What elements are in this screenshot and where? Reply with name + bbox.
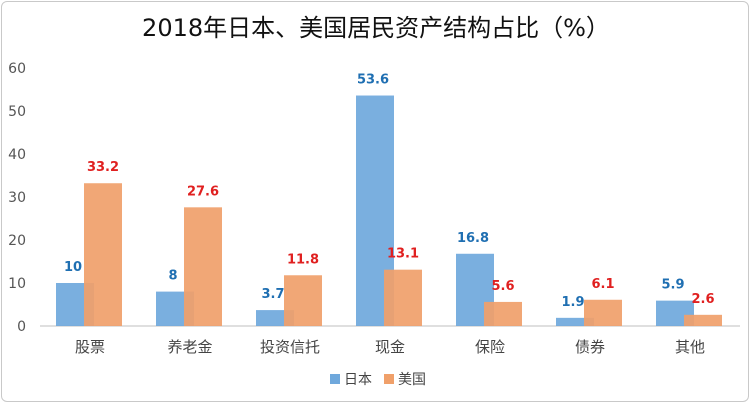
y-tick-label: 0 — [17, 319, 26, 335]
data-label-usa: 2.6 — [691, 292, 714, 307]
y-tick-label: 30 — [8, 190, 26, 206]
category-label: 股票 — [75, 338, 105, 356]
legend-label-usa: 美国 — [398, 372, 426, 388]
y-tick-label: 60 — [8, 61, 26, 77]
data-label-usa: 5.6 — [491, 279, 514, 294]
legend-label-japan: 日本 — [344, 372, 372, 388]
data-label-usa: 33.2 — [87, 160, 119, 175]
bar-usa — [684, 314, 722, 326]
bars — [56, 95, 722, 327]
data-label-japan: 10 — [64, 260, 82, 275]
data-label-usa: 6.1 — [591, 277, 614, 292]
data-label-usa: 11.8 — [287, 252, 319, 267]
y-tick-label: 40 — [8, 147, 26, 163]
category-label: 养老金 — [167, 338, 212, 356]
data-labels: 10 33.2 8 27.6 3.7 11.8 53.6 13.1 16.8 5.6 1.9 6.1 5… — [64, 73, 715, 310]
axes: 0 10 20 30 40 50 60 股票 养老金 投资信托 现金 保险 债券 其他 — [8, 61, 740, 356]
category-label: 债券 — [575, 338, 605, 356]
bar-usa — [284, 275, 322, 326]
category-label: 现金 — [375, 338, 405, 356]
bar-usa — [584, 299, 622, 326]
data-label-usa: 13.1 — [387, 247, 419, 262]
y-tick-label: 20 — [8, 233, 26, 249]
data-label-japan: 5.9 — [661, 278, 684, 293]
y-tick-label: 10 — [8, 276, 26, 292]
data-label-japan: 1.9 — [561, 295, 584, 310]
bar-usa — [84, 183, 122, 326]
data-label-japan: 8 — [168, 269, 177, 284]
bar-usa — [484, 301, 522, 326]
data-label-japan: 53.6 — [357, 73, 389, 88]
category-label: 保险 — [475, 338, 505, 356]
data-label-usa: 27.6 — [187, 184, 219, 199]
bar-usa — [184, 207, 222, 326]
legend-swatch-usa — [384, 374, 394, 384]
data-label-japan: 3.7 — [261, 287, 284, 302]
category-label: 投资信托 — [260, 338, 320, 356]
y-tick-label: 50 — [8, 104, 26, 120]
chart-title: 2018年日本、美国居民资产结构占比（%） — [142, 14, 610, 42]
bar-japan — [556, 317, 594, 326]
data-label-japan: 16.8 — [457, 231, 489, 246]
category-label: 其他 — [675, 338, 705, 356]
bar-usa — [384, 269, 422, 326]
legend-swatch-japan — [330, 374, 340, 384]
legend: 日本 美国 — [330, 372, 426, 388]
